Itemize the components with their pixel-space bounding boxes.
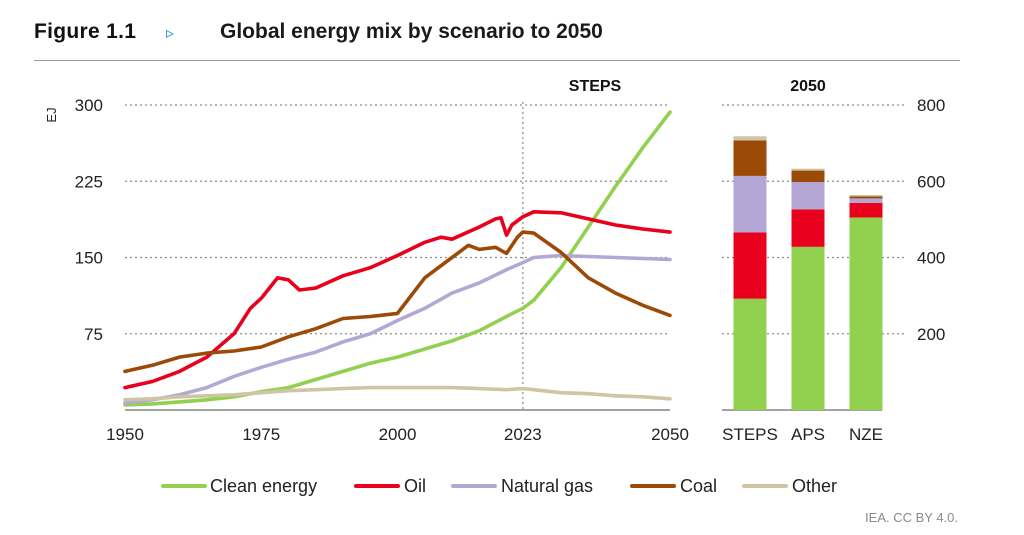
figure-arrow-icon: ▹	[166, 25, 175, 42]
bar-aps-other	[791, 168, 825, 171]
legend-label: Other	[792, 476, 837, 496]
bar-steps-clean-energy	[733, 298, 767, 410]
x-tick-label: 1975	[242, 425, 280, 444]
bar-category-label: NZE	[849, 425, 883, 444]
legend-label: Clean energy	[210, 476, 317, 496]
bar-aps-oil	[791, 209, 825, 247]
bar-steps-oil	[733, 232, 767, 299]
y2-tick-label: 600	[917, 172, 945, 191]
legend-label: Coal	[680, 476, 717, 496]
bar-aps-natural-gas	[791, 182, 825, 210]
x-tick-label: 1950	[106, 425, 144, 444]
y-tick-label: 225	[75, 172, 103, 191]
series-line-oil	[123, 210, 672, 390]
y-axis-unit-label: EJ	[44, 107, 59, 122]
x-tick-label: 2023	[504, 425, 542, 444]
bar-nze-coal	[849, 196, 883, 199]
figure-title: Global energy mix by scenario to 2050	[220, 20, 603, 43]
bar-panel-title: 2050	[790, 78, 826, 95]
y2-tick-label: 800	[917, 96, 945, 115]
x-tick-label: 2050	[651, 425, 689, 444]
bar-steps-other	[733, 136, 767, 141]
bar-nze-natural-gas	[849, 198, 883, 203]
bar-category-label: STEPS	[722, 425, 778, 444]
bar-aps-coal	[791, 170, 825, 183]
y-tick-label: 75	[84, 325, 103, 344]
bar-nze-other	[849, 194, 883, 197]
series-line-natural-gas	[123, 253, 672, 405]
x-tick-label: 2000	[379, 425, 417, 444]
y2-tick-label: 200	[917, 325, 945, 344]
figure-label: Figure 1.1	[34, 20, 137, 43]
bar-steps-natural-gas	[733, 175, 767, 233]
bar-steps-coal	[733, 140, 767, 176]
y-tick-label: 300	[75, 96, 103, 115]
series-line-clean-energy	[123, 110, 672, 407]
header-divider	[34, 60, 960, 61]
y-tick-label: 150	[75, 249, 103, 268]
line-panel-title: STEPS	[569, 78, 622, 95]
bar-nze-clean-energy	[849, 217, 883, 410]
y2-tick-label: 400	[917, 249, 945, 268]
bar-category-label: APS	[791, 425, 825, 444]
bar-aps-clean-energy	[791, 246, 825, 410]
bar-nze-oil	[849, 202, 883, 218]
series-line-coal	[123, 230, 672, 374]
figure-header: Figure 1.1 ▹ Global energy mix by scenar…	[34, 14, 994, 50]
legend-label: Natural gas	[501, 476, 593, 496]
legend-label: Oil	[404, 476, 426, 496]
source-credit: IEA. CC BY 4.0.	[865, 510, 958, 525]
series-line-other	[123, 385, 672, 402]
